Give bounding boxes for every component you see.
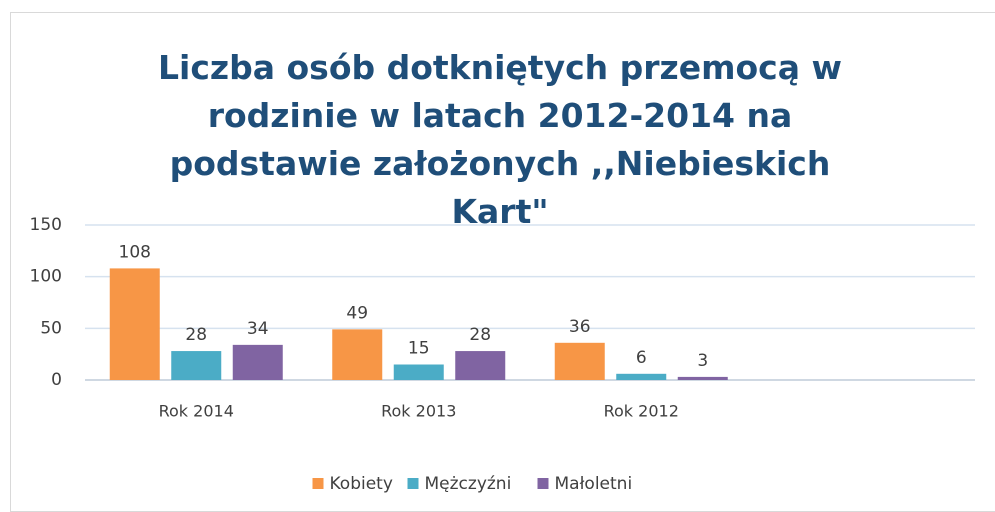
bar	[554, 342, 605, 380]
value-label: 6	[636, 348, 647, 368]
legend-swatch	[312, 478, 324, 489]
value-label: 3	[697, 351, 708, 371]
x-tick-label: Rok 2013	[381, 402, 456, 421]
bar	[171, 351, 222, 380]
bar	[332, 329, 383, 380]
x-tick-label: Rok 2012	[604, 402, 679, 421]
bar	[616, 373, 667, 380]
bar	[109, 268, 160, 380]
value-label: 15	[408, 339, 430, 359]
y-tick-label: 50	[40, 318, 62, 338]
value-label: 36	[569, 317, 591, 337]
legend-label: Małoletni	[555, 474, 633, 494]
chart-title: Liczba osób dotkniętych przemocą w rodzi…	[158, 48, 842, 231]
legend-label: Mężczyźni	[425, 474, 512, 494]
y-tick-label: 0	[51, 370, 62, 390]
legend-swatch	[537, 478, 549, 489]
value-label: 28	[185, 325, 207, 345]
value-label: 28	[469, 325, 491, 345]
legend-label: Kobiety	[330, 474, 393, 494]
chart: 0 50 100 150 Rok 2014 108 28 34 Rok 2013 49 15 28 Ro…	[30, 215, 975, 494]
value-label: 34	[247, 319, 269, 339]
bar	[393, 364, 444, 380]
value-label: 108	[119, 242, 151, 262]
bar	[677, 376, 728, 380]
bar	[232, 344, 283, 380]
y-tick-label: 150	[30, 215, 62, 235]
bar	[455, 351, 506, 380]
value-label: 49	[346, 303, 368, 323]
y-tick-label: 100	[30, 267, 62, 287]
x-tick-label: Rok 2014	[159, 402, 234, 421]
legend-swatch	[407, 478, 419, 489]
